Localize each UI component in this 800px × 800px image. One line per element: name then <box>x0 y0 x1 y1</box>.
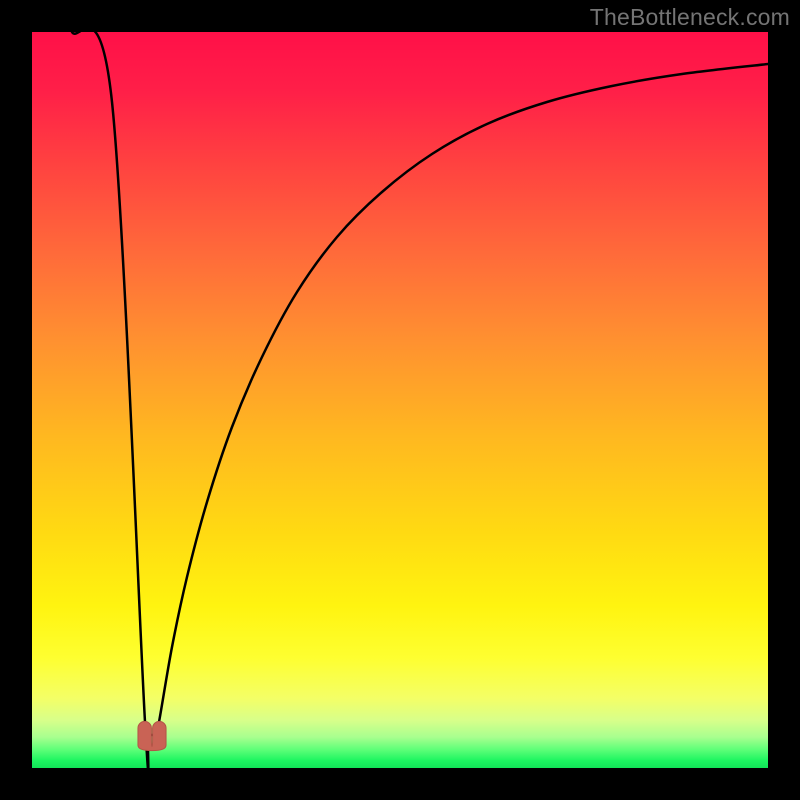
bottleneck-curve <box>72 32 768 768</box>
plot-svg <box>32 32 768 768</box>
plot-area <box>32 32 768 768</box>
watermark-text: TheBottleneck.com <box>590 4 790 31</box>
chart-stage: TheBottleneck.com <box>0 0 800 800</box>
